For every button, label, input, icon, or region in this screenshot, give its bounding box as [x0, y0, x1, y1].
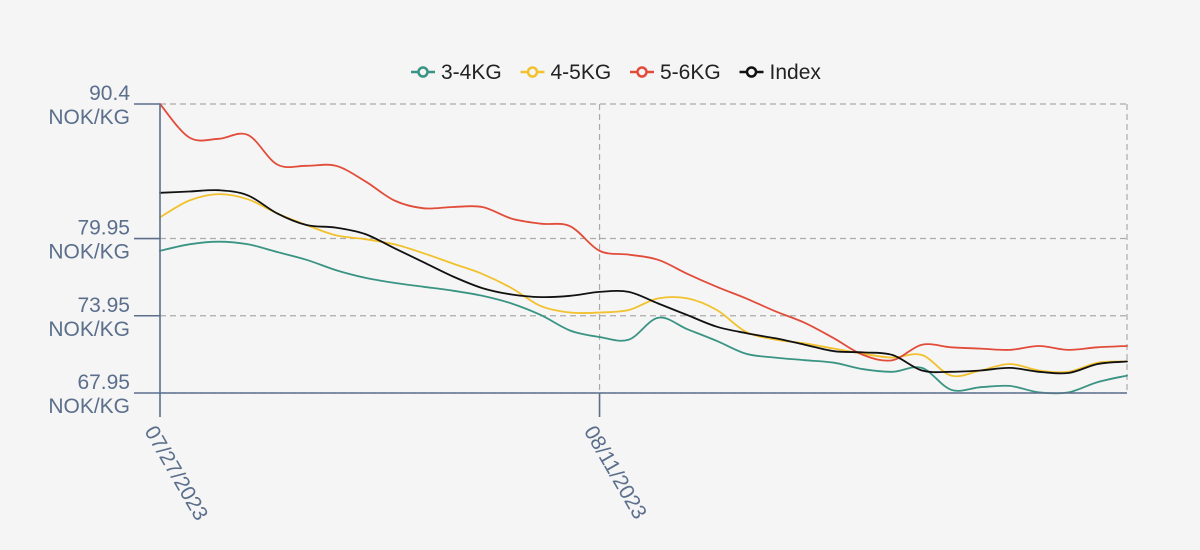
- legend-marker-icon: [417, 66, 429, 78]
- y-tick-label: 90.4 NOK/KG: [48, 82, 130, 129]
- legend-marker-icon: [745, 66, 758, 78]
- legend-marker-icon: [636, 66, 648, 78]
- series-line-3-4kg: [159, 240, 1128, 395]
- series-line-4-5kg: [159, 193, 1128, 378]
- legend-item-4-5kg[interactable]: 4-5KG: [520, 61, 612, 84]
- grid-lines: [160, 103, 1128, 394]
- legend-item-3-4kg[interactable]: 3-4KG: [411, 61, 502, 84]
- x-tick-label: 07/27/2023: [140, 422, 212, 525]
- axes: 90.4 NOK/KG 79.95 NOK/KG 73.95 NOK/KG 67.95 NOK…: [48, 82, 1127, 525]
- series-line-5-6kg: [159, 103, 1128, 362]
- y-tick-label: 67.95 NOK/KG: [48, 371, 130, 418]
- legend-label: 3-4KG: [441, 61, 502, 84]
- series-line-index: [159, 189, 1128, 375]
- y-tick-label: 79.95 NOK/KG: [48, 217, 130, 264]
- x-tick-label: 08/11/2023: [579, 422, 651, 523]
- series-lines: [159, 103, 1128, 395]
- legend: 3-4KG 4-5KG 5-6KG Index: [411, 61, 821, 84]
- legend-label: 4-5KG: [551, 61, 612, 84]
- legend-label: 5-6KG: [660, 61, 721, 84]
- y-tick-label: 73.95 NOK/KG: [48, 294, 130, 341]
- legend-label: Index: [770, 61, 822, 84]
- legend-item-5-6kg[interactable]: 5-6KG: [630, 61, 721, 84]
- legend-marker-icon: [526, 66, 539, 78]
- legend-item-index[interactable]: Index: [739, 61, 822, 84]
